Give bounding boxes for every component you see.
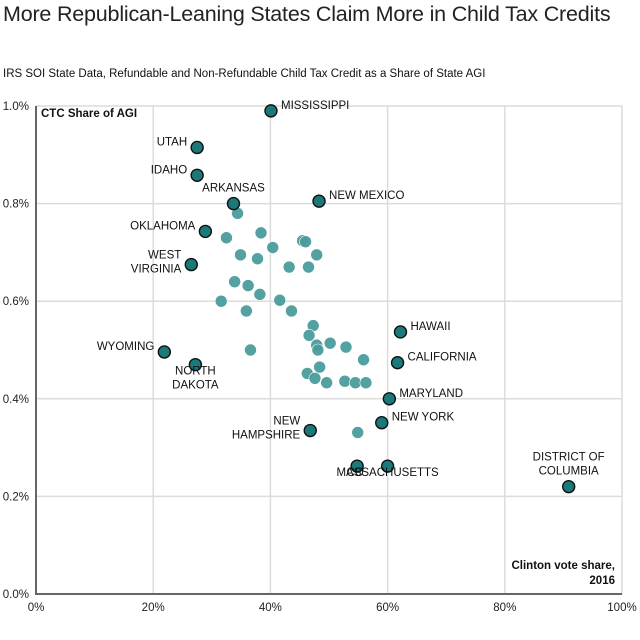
labeled-data-point	[393, 325, 408, 339]
point-labels: MISSISSIPPI UTAH IDAHO ARKANSAS NEW MEXICO OK…	[97, 100, 605, 479]
point-label: HAWAII	[410, 321, 450, 333]
x-axis-label-line1: Clinton vote share,	[511, 560, 615, 572]
x-tick-label: 20%	[142, 602, 165, 614]
point-label: MARYLAND	[399, 388, 463, 400]
labeled-data-point	[382, 392, 397, 406]
point-label: WYOMING	[97, 341, 155, 353]
labeled-data-point	[190, 168, 204, 182]
data-point	[357, 353, 370, 367]
data-point	[338, 374, 352, 388]
labeled-data-point	[303, 423, 317, 438]
chart-title: More Republican-Leaning States Claim Mor…	[3, 2, 611, 26]
y-tick-label: 0.0%	[3, 589, 29, 601]
data-point	[234, 248, 247, 262]
data-point	[299, 235, 312, 248]
labeled-data-point	[157, 345, 172, 359]
point-label: UTAH	[157, 136, 187, 148]
data-point	[310, 248, 323, 262]
data-point	[351, 426, 365, 439]
x-tick-label: 40%	[259, 602, 282, 614]
labeled-data-point	[190, 140, 204, 155]
unlabeled-points	[214, 207, 373, 439]
x-tick-label: 0%	[28, 602, 45, 614]
data-point	[244, 343, 257, 357]
data-point	[282, 260, 296, 274]
point-label: VIRGINIA	[131, 264, 182, 276]
data-point	[323, 336, 337, 350]
point-label: ARKANSAS	[202, 183, 265, 195]
point-label: MASSACHUSETTS	[336, 467, 439, 479]
labeled-data-point	[264, 104, 278, 118]
point-label: DISTRICT OF	[533, 452, 605, 464]
labeled-data-point	[184, 257, 198, 272]
labeled-data-point	[390, 355, 405, 370]
labeled-data-point	[226, 196, 241, 211]
grid-lines	[36, 105, 623, 594]
data-point	[285, 304, 298, 318]
x-tick-label: 80%	[493, 602, 516, 614]
labeled-points	[157, 104, 576, 494]
y-tick-label: 0.8%	[3, 199, 29, 211]
data-point	[302, 260, 315, 274]
data-point	[214, 294, 228, 308]
data-point	[311, 343, 325, 357]
point-label: HAMPSHIRE	[232, 430, 301, 442]
data-point	[313, 360, 326, 374]
labeled-data-point	[312, 194, 326, 208]
data-point	[220, 231, 233, 245]
data-point	[349, 376, 362, 389]
y-tick-label: 0.4%	[3, 394, 29, 406]
data-point	[339, 340, 353, 354]
labeled-data-point	[380, 459, 395, 473]
y-tick-label: 0.6%	[3, 296, 29, 308]
point-label: NEW MEXICO	[329, 190, 404, 202]
data-point	[253, 288, 267, 301]
labeled-data-point	[375, 416, 389, 430]
x-axis-label-line2: 2016	[589, 575, 615, 587]
x-tick-labels: 0% 20% 40% 60% 80% 100%	[28, 602, 637, 614]
chart-subtitle: IRS SOI State Data, Refundable and Non-R…	[3, 68, 486, 80]
axes	[35, 106, 622, 595]
data-point	[228, 275, 241, 288]
point-label: NEW	[273, 416, 300, 428]
point-label: NORTH	[175, 366, 216, 378]
y-tick-label: 0.2%	[3, 491, 29, 503]
point-label: NEW YORK	[392, 412, 455, 424]
y-axis-label: CTC Share of AGI	[41, 108, 137, 120]
data-point	[240, 304, 253, 318]
data-point	[320, 376, 333, 389]
point-label: DAKOTA	[172, 380, 219, 392]
data-point	[254, 226, 268, 240]
labeled-data-point	[198, 224, 213, 239]
point-label: CO	[347, 467, 364, 479]
point-label: COLUMBIA	[539, 466, 599, 478]
labeled-data-point	[561, 479, 576, 494]
labeled-data-point	[188, 357, 203, 372]
point-label: CALIFORNIA	[408, 352, 477, 364]
data-point	[308, 372, 322, 385]
point-label: OKLAHOMA	[130, 220, 196, 232]
data-point	[302, 329, 316, 342]
point-label: IDAHO	[151, 164, 187, 176]
point-label: WEST	[148, 250, 181, 262]
x-tick-label: 60%	[376, 602, 399, 614]
data-point	[266, 241, 280, 254]
x-tick-label: 100%	[607, 602, 636, 614]
labeled-data-point	[350, 459, 364, 473]
data-point	[273, 293, 287, 307]
data-point	[359, 376, 373, 389]
data-point	[251, 252, 264, 266]
y-tick-label: 1.0%	[3, 101, 29, 113]
y-tick-labels: 0.0% 0.2% 0.4% 0.6% 0.8% 1.0%	[3, 101, 29, 601]
data-point	[241, 279, 255, 292]
point-label: MISSISSIPPI	[281, 100, 349, 112]
